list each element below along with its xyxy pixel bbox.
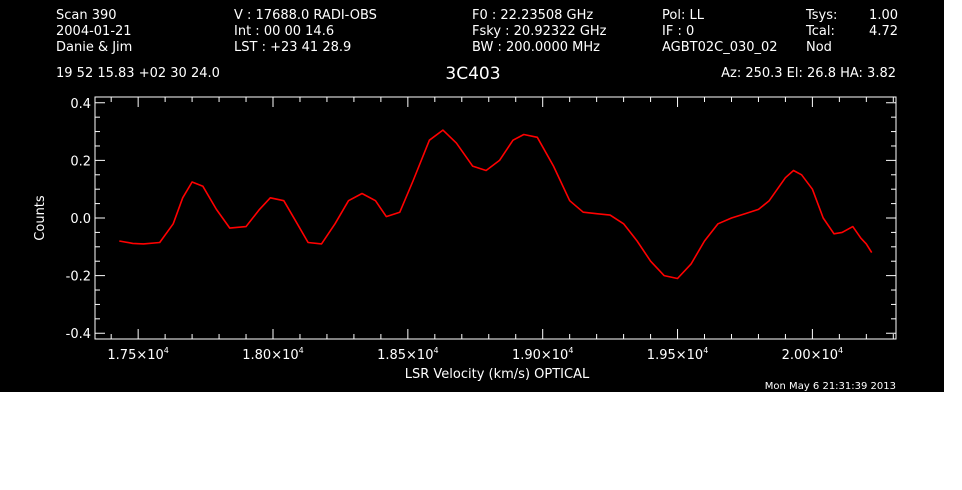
x-tick-exponent: 4 <box>838 346 843 355</box>
series-line <box>119 129 873 280</box>
header-pol: Pol: LL <box>662 8 705 23</box>
header-tcal-label: Tcal: <box>805 24 835 39</box>
header-lst: LST : +23 41 28.9 <box>234 40 351 55</box>
axis-ticks: 1.75×104 1.80×104 1.85×104 1.90×104 1.95×104… <box>66 97 896 363</box>
header-date: 2004-01-21 <box>56 24 132 39</box>
header-f0: F0 : 22.23508 GHz <box>472 8 593 23</box>
x-tick-exponent: 4 <box>164 346 169 355</box>
header-project: AGBT02C_030_02 <box>662 40 778 55</box>
x-tick-label: 1.90×104 <box>512 346 573 363</box>
x-tick-mantissa: 1.80×10 <box>242 348 298 363</box>
header-scan: Scan 390 <box>56 8 117 23</box>
header-col2: V : 17688.0 RADI-OBS Int : 00 00 14.6 LS… <box>234 8 377 55</box>
header-col6: 1.00 4.72 <box>869 8 898 39</box>
header-col1: Scan 390 2004-01-21 Danie & Jim <box>56 8 132 55</box>
header-bw: BW : 200.0000 MHz <box>472 40 600 55</box>
x-tick-exponent: 4 <box>703 346 708 355</box>
header-if: IF : 0 <box>662 24 694 39</box>
plot-frame <box>94 96 897 340</box>
header-mode: Nod <box>806 40 832 55</box>
plot-window: Scan 390 2004-01-21 Danie & Jim V : 1768… <box>0 0 944 392</box>
header-col5: Tsys: Tcal: Nod <box>805 8 837 55</box>
x-tick-exponent: 4 <box>433 346 438 355</box>
header-observer: Danie & Jim <box>56 40 132 55</box>
x-tick-exponent: 4 <box>568 346 573 355</box>
header-velocity: V : 17688.0 RADI-OBS <box>234 8 377 23</box>
y-tick-label: -0.4 <box>66 327 91 342</box>
x-tick-mantissa: 1.75×10 <box>107 348 163 363</box>
header-tcal-value: 4.72 <box>869 24 898 39</box>
x-tick-label: 1.80×104 <box>242 346 303 363</box>
y-tick-label: 0.4 <box>70 97 91 112</box>
header-coords: 19 52 15.83 +02 30 24.0 <box>56 66 220 81</box>
header-fsky: Fsky : 20.92322 GHz <box>472 24 607 39</box>
spectrum-plot: Scan 390 2004-01-21 Danie & Jim V : 1768… <box>33 8 898 392</box>
chart-title: 3C403 <box>445 64 500 84</box>
header-azelha: Az: 250.3 El: 26.8 HA: 3.82 <box>721 66 896 81</box>
x-tick-mantissa: 2.00×10 <box>782 348 838 363</box>
header-col3: F0 : 22.23508 GHz Fsky : 20.92322 GHz BW… <box>472 8 607 55</box>
header-col4: Pol: LL IF : 0 AGBT02C_030_02 <box>662 8 778 55</box>
x-tick-mantissa: 1.90×10 <box>512 348 568 363</box>
x-tick-label: 1.95×104 <box>647 346 708 363</box>
x-tick-label: 2.00×104 <box>782 346 843 363</box>
timestamp: Mon May 6 21:31:39 2013 <box>765 381 896 392</box>
x-tick-mantissa: 1.95×10 <box>647 348 703 363</box>
x-tick-mantissa: 1.85×10 <box>377 348 433 363</box>
series-layer <box>119 129 873 280</box>
header-int: Int : 00 00 14.6 <box>234 24 334 39</box>
y-axis-label: Counts <box>33 195 48 241</box>
y-tick-label: -0.2 <box>66 270 91 285</box>
y-tick-label: 0.2 <box>70 154 91 169</box>
header-tsys-label: Tsys: <box>805 8 837 23</box>
x-tick-exponent: 4 <box>299 346 304 355</box>
y-tick-label: 0.0 <box>70 212 91 227</box>
x-tick-label: 1.85×104 <box>377 346 438 363</box>
x-tick-label: 1.75×104 <box>107 346 168 363</box>
x-axis-label: LSR Velocity (km/s) OPTICAL <box>405 367 590 382</box>
header-tsys-value: 1.00 <box>869 8 898 23</box>
